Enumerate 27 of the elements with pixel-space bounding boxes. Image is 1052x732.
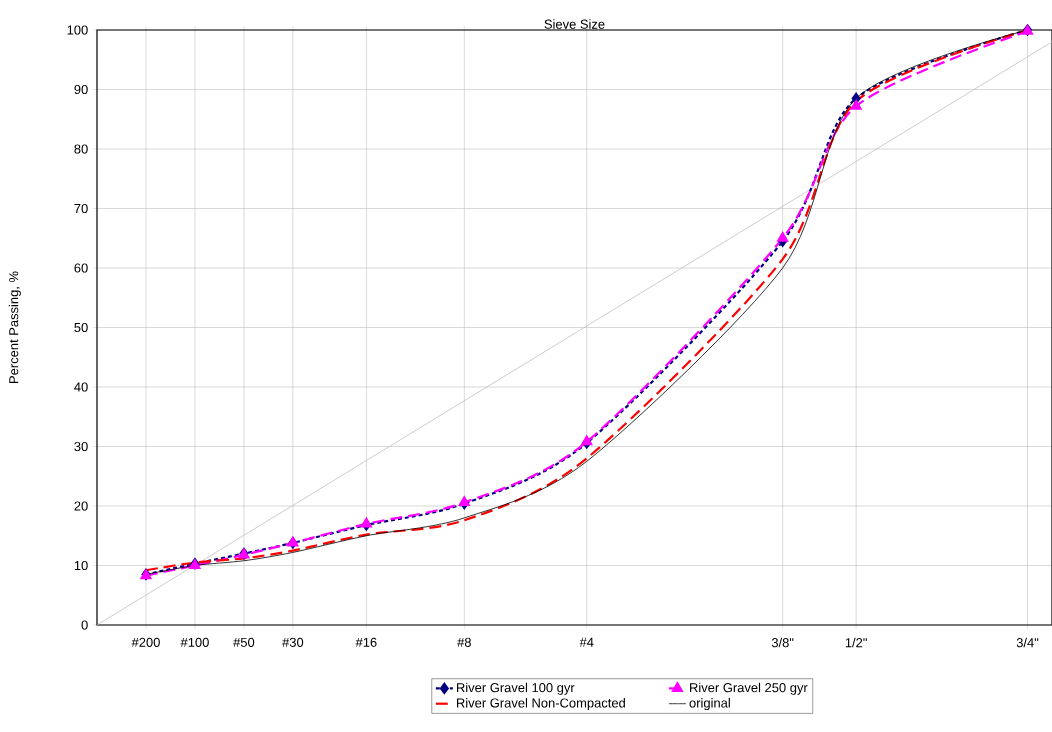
y-tick-label: 50 xyxy=(74,322,88,333)
x-tick-label: #30 xyxy=(282,637,304,647)
x-tick-label: #4 xyxy=(579,637,594,647)
x-tick-label: 3/8" xyxy=(771,637,794,648)
x-tick-label: #100 xyxy=(180,637,209,647)
y-tick-label: 70 xyxy=(74,203,88,214)
y-tick-label: 20 xyxy=(74,501,88,511)
legend-label: River Gravel 100 gyr xyxy=(457,682,575,695)
x-tick-label: 3/4" xyxy=(1016,637,1039,648)
y-tick-label: 100 xyxy=(67,25,88,35)
x-tick-label: #8 xyxy=(457,637,471,647)
x-axis-title: Sieve Size xyxy=(544,19,605,29)
y-tick-label: 10 xyxy=(74,560,88,571)
x-tick-label: 1/2" xyxy=(845,637,867,648)
legend-label: original xyxy=(689,698,730,711)
x-tick-label: #16 xyxy=(355,637,377,647)
x-tick-label: #200 xyxy=(131,637,160,647)
y-tick-label: 0 xyxy=(81,620,88,630)
y-tick-label: 80 xyxy=(74,144,88,154)
legend-label: River Gravel Non-Compacted xyxy=(457,698,625,711)
y-tick-label: 90 xyxy=(74,84,88,95)
y-axis-title: Percent Passing, % xyxy=(8,271,21,383)
y-tick-label: 60 xyxy=(74,263,88,273)
y-tick-label: 30 xyxy=(74,441,88,452)
y-tick-label: 40 xyxy=(74,382,88,392)
legend-label: River Gravel 250 gyr xyxy=(690,682,808,695)
x-tick-label: #50 xyxy=(233,637,255,647)
